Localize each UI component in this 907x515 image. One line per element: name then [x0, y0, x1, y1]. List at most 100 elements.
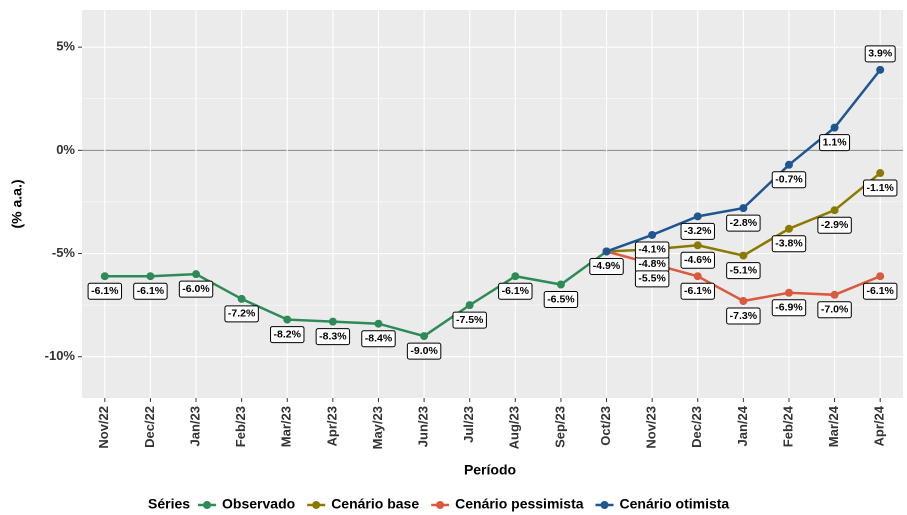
point	[100, 272, 109, 281]
y-tick-label: 0%	[56, 142, 75, 157]
series-line	[104, 250, 608, 338]
legend-label: Cenário otimista	[620, 496, 730, 512]
legend-swatch-dot	[600, 501, 609, 509]
x-tick-label: Aug/23	[507, 406, 522, 449]
label-text: -6.1%	[91, 285, 119, 297]
point	[784, 224, 793, 233]
label-text: -5.1%	[730, 264, 758, 276]
label-box	[270, 326, 305, 344]
data-label: -3.2%	[680, 222, 715, 240]
label-box	[133, 282, 168, 300]
label-text: 1.1%	[823, 136, 848, 148]
label-box	[87, 282, 123, 300]
label-text: -7.3%	[730, 310, 758, 322]
data-label: -4.9%	[589, 257, 624, 275]
data-label: -9.0%	[406, 342, 442, 360]
point	[693, 212, 702, 221]
data-label: 1.1%	[819, 134, 851, 152]
x-tick-label: Jan/24	[735, 405, 750, 446]
point	[420, 332, 429, 341]
point	[784, 288, 793, 297]
point	[739, 297, 748, 305]
point	[146, 272, 155, 281]
x-tick-label: Nov/23	[644, 406, 659, 449]
label-box	[817, 216, 852, 234]
label-text: -8.3%	[319, 330, 347, 342]
y-tick-label: -10%	[45, 348, 76, 363]
point	[830, 123, 839, 132]
label-box	[634, 241, 670, 259]
label-box	[543, 290, 579, 308]
data-label: -4.1%	[634, 241, 670, 259]
y-axis-label: (% a.a.)	[9, 179, 25, 228]
label-text: -6.5%	[547, 293, 575, 305]
x-tick-label: Mar/24	[826, 405, 841, 447]
y-tick-label: 5%	[56, 39, 75, 54]
label-text: -6.1%	[866, 285, 894, 297]
label-box	[864, 45, 896, 63]
x-tick-label: Jun/23	[416, 406, 431, 447]
x-tick-label: Dec/22	[142, 406, 157, 448]
point	[465, 301, 474, 310]
point	[556, 280, 565, 289]
x-tick-label: Dec/23	[689, 406, 704, 448]
point	[283, 315, 292, 324]
data-label: -6.1%	[680, 282, 715, 300]
label-text: -1.1%	[866, 182, 894, 194]
data-label: -6.0%	[178, 280, 214, 298]
data-label: -8.3%	[315, 328, 351, 346]
data-label: -2.9%	[817, 216, 852, 234]
label-text: -2.9%	[821, 219, 849, 231]
label-text: 3.9%	[868, 48, 893, 60]
legend-title: Séries	[148, 496, 190, 512]
point	[784, 160, 793, 169]
label-box	[361, 330, 396, 348]
label-box	[771, 235, 807, 253]
x-tick-label: May/23	[370, 406, 385, 449]
x-tick-label: Nov/22	[96, 406, 111, 449]
label-text: -9.0%	[410, 345, 438, 357]
label-text: -7.0%	[821, 304, 849, 316]
label-text: -8.2%	[274, 328, 302, 340]
legend-swatch-dot	[312, 501, 321, 509]
data-label: -7.5%	[452, 311, 487, 329]
data-label: -5.1%	[726, 262, 761, 280]
point	[693, 241, 702, 250]
label-text: -0.7%	[775, 174, 803, 186]
data-label: -4.8%	[634, 255, 670, 273]
x-tick-label: Apr/24	[872, 405, 887, 446]
x-tick-label: Jan/23	[187, 406, 202, 446]
data-label: -1.1%	[862, 179, 898, 197]
point	[374, 319, 383, 328]
y-tick-label: -5%	[52, 245, 76, 260]
label-text: -4.1%	[638, 244, 666, 256]
point	[739, 251, 748, 260]
data-label: 3.9%	[864, 45, 896, 63]
x-axis-label: Período	[464, 462, 516, 478]
label-text: -6.1%	[684, 285, 712, 297]
data-label: -8.4%	[361, 330, 396, 348]
point	[648, 230, 657, 239]
label-text: -4.9%	[593, 260, 621, 272]
label-box	[817, 301, 852, 319]
label-text: -6.1%	[137, 285, 165, 297]
data-label: -6.9%	[771, 299, 807, 317]
point	[328, 317, 337, 326]
x-tick-label: Jul/23	[461, 406, 476, 443]
x-tick-label: Apr/23	[324, 406, 339, 446]
label-text: -7.5%	[456, 314, 484, 326]
data-label: -6.1%	[862, 282, 898, 300]
label-box	[726, 262, 761, 280]
label-box	[498, 282, 533, 300]
point	[693, 272, 702, 281]
legend-label: Observado	[222, 496, 295, 512]
label-text: -3.8%	[775, 238, 803, 250]
point	[876, 65, 885, 74]
label-box	[224, 305, 259, 323]
point	[876, 169, 885, 178]
label-text: -7.2%	[228, 308, 256, 320]
label-box	[726, 307, 761, 325]
x-tick-label: Oct/23	[598, 406, 613, 446]
point	[830, 206, 839, 215]
data-label: -6.1%	[498, 282, 533, 300]
